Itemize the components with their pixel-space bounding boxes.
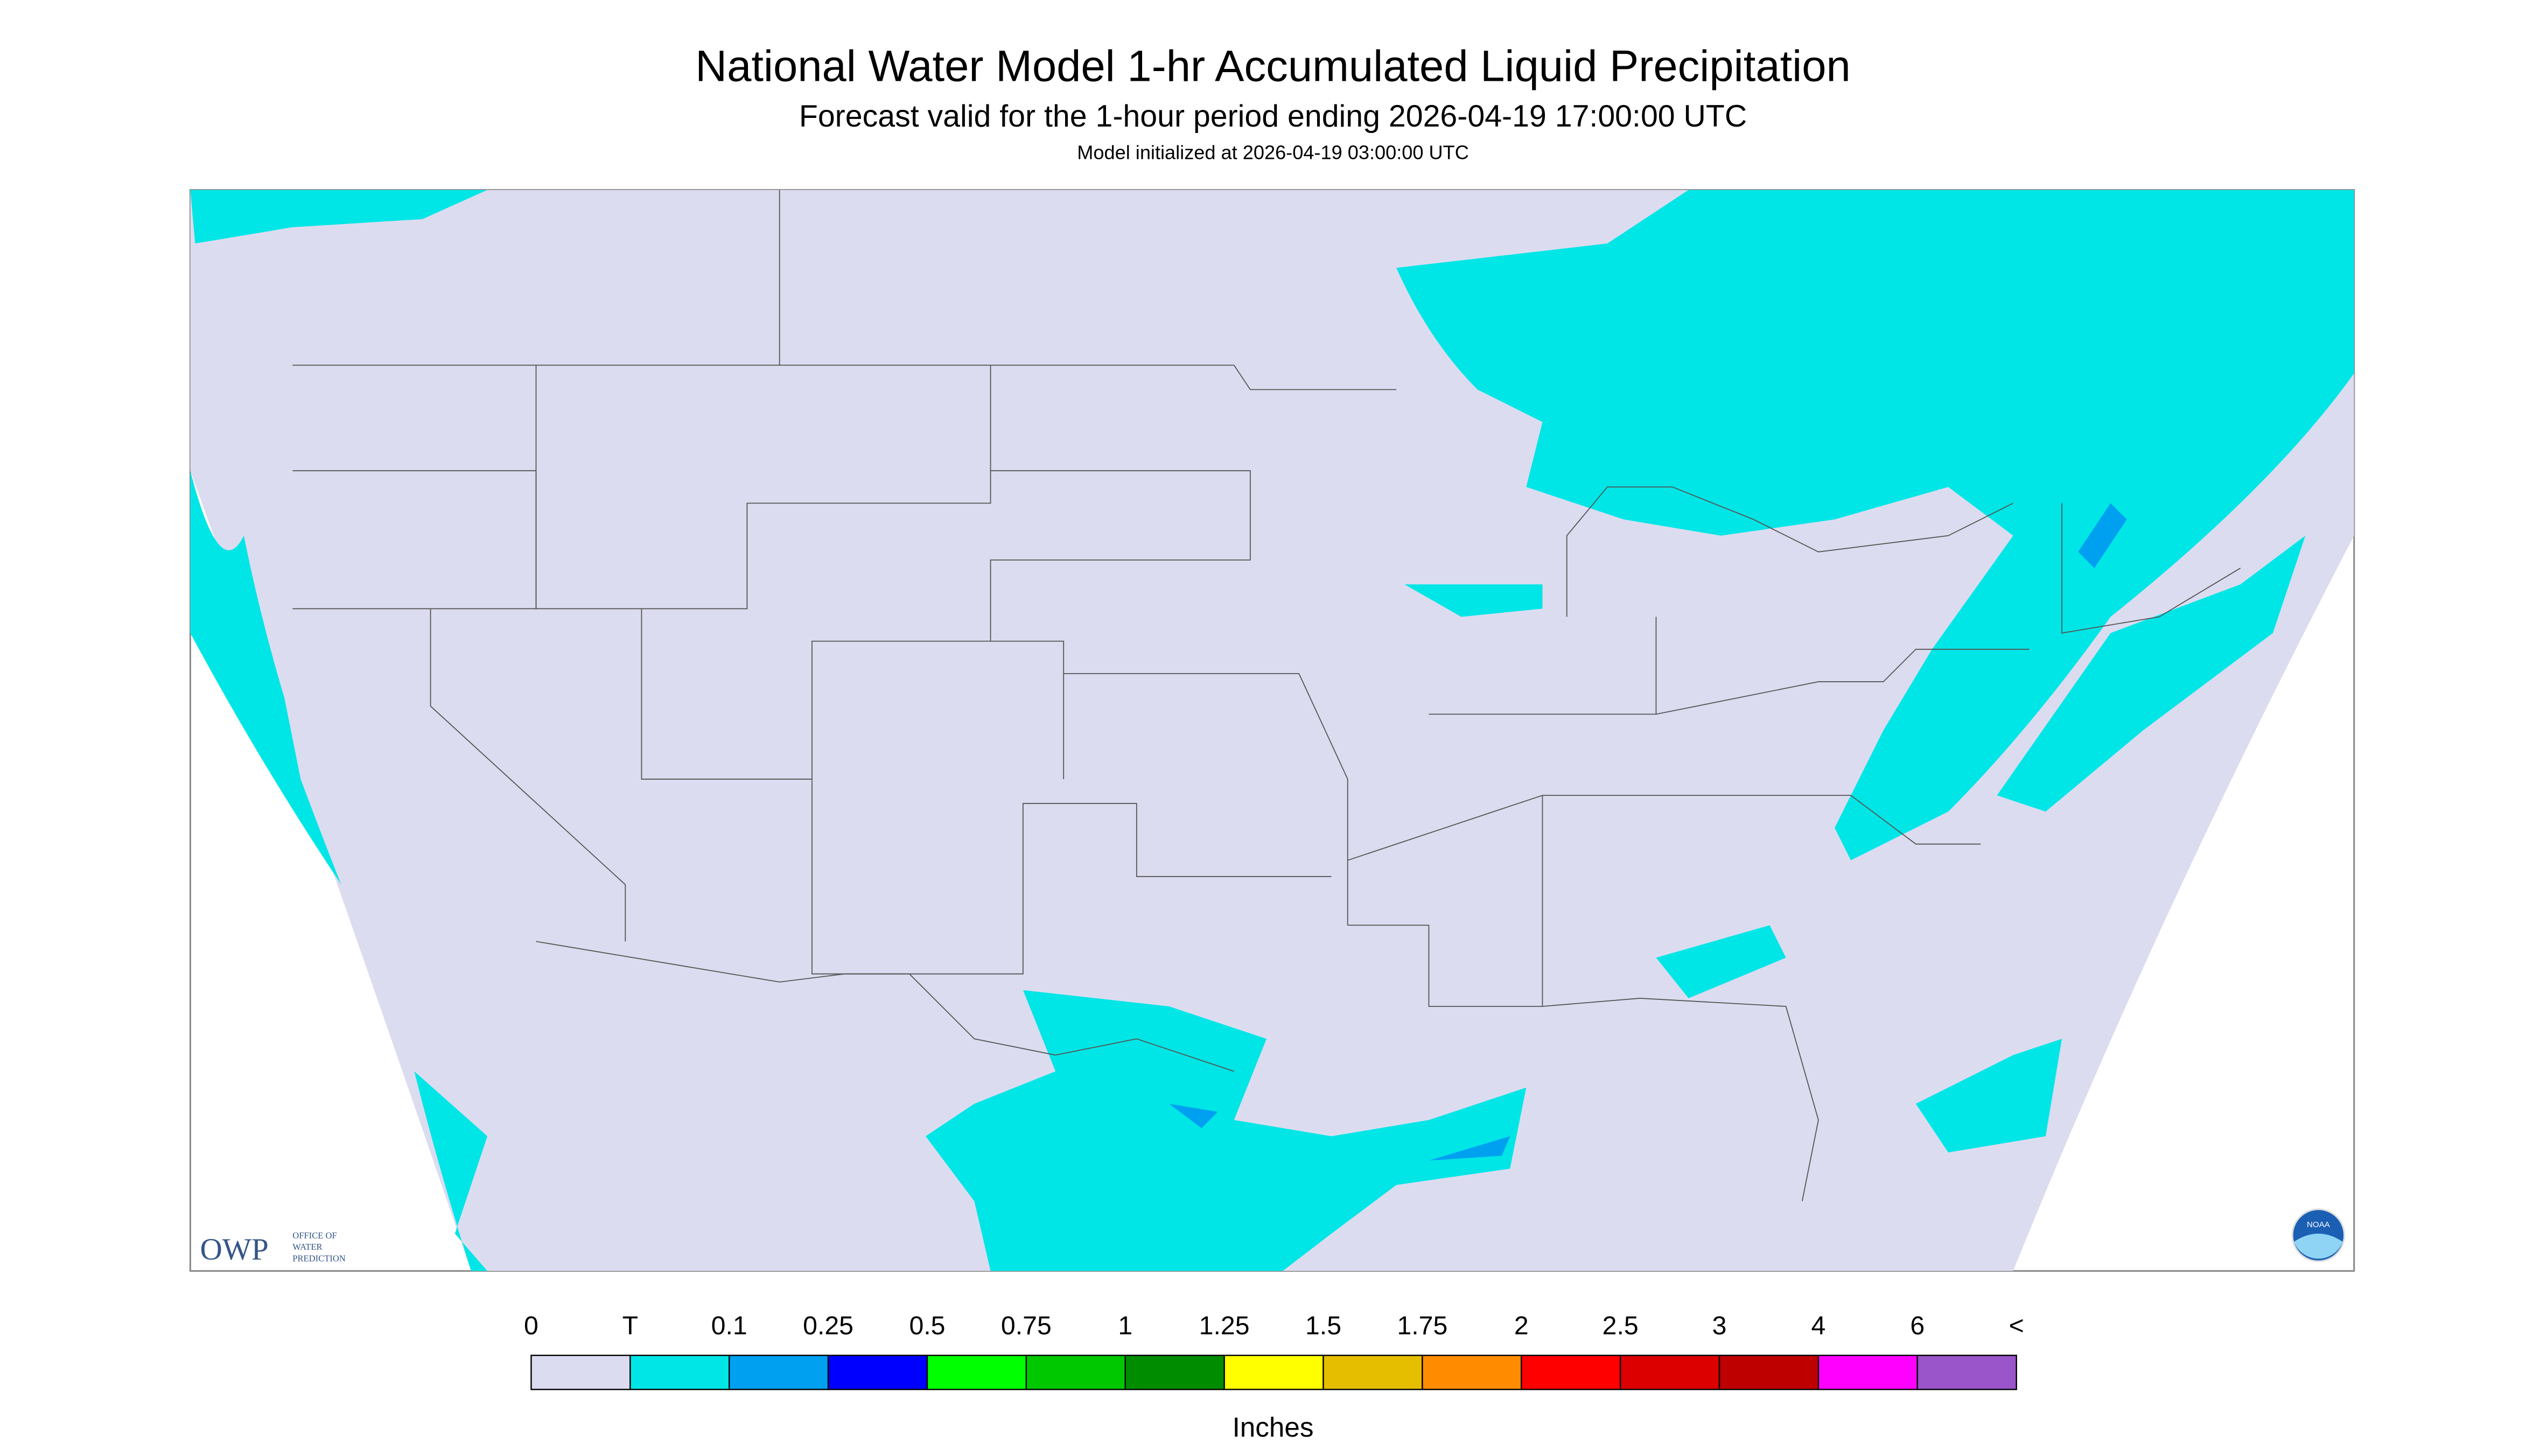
legend-label: 0.5 — [909, 1311, 945, 1340]
legend-label: 6 — [1910, 1311, 1925, 1340]
legend-swatch — [1025, 1354, 1126, 1390]
legend-label: 0 — [524, 1311, 538, 1340]
legend-swatch — [1223, 1354, 1324, 1390]
legend-swatch — [1422, 1354, 1522, 1390]
legend-label: 0.75 — [1001, 1311, 1052, 1340]
legend-swatch — [1916, 1354, 2017, 1390]
owp-line: OFFICE OF — [292, 1230, 337, 1241]
owp-line: PREDICTION — [292, 1253, 345, 1263]
map: OWP OFFICE OF WATER PREDICTION NOAA — [189, 189, 2355, 1272]
legend-label: T — [622, 1311, 638, 1340]
legend-label: 0.1 — [711, 1311, 747, 1340]
legend-label: 2 — [1514, 1311, 1529, 1340]
precip-heavier — [1169, 503, 2127, 1161]
legend-label: 1.5 — [1305, 1311, 1341, 1340]
legend-swatch — [728, 1354, 829, 1390]
init-note: Model initialized at 2026-04-19 03:00:00… — [1077, 141, 1469, 163]
legend-label: 0.25 — [803, 1311, 853, 1340]
owp-line: WATER — [292, 1242, 323, 1252]
subtitle: Forecast valid for the 1-hour period end… — [799, 99, 1747, 134]
precip-areas — [190, 190, 2354, 1271]
legend-swatch — [1521, 1354, 1621, 1390]
legend: 0 T 0.1 0.25 0.5 0.75 1 1.25 1.5 1.75 2 2.5 3 4 6 < — [524, 1311, 2024, 1390]
legend-swatch — [530, 1354, 631, 1390]
noaa-text: NOAA — [2307, 1220, 2331, 1229]
legend-units: Inches — [1233, 1412, 1314, 1443]
legend-swatch — [827, 1354, 928, 1390]
legend-swatch — [1124, 1354, 1225, 1390]
legend-label: 1 — [1118, 1311, 1132, 1340]
legend-swatch — [1619, 1354, 1720, 1390]
legend-swatch — [1718, 1354, 1820, 1390]
legend-label: 3 — [1712, 1311, 1727, 1340]
legend-swatch — [629, 1354, 730, 1390]
legend-label: 1.25 — [1199, 1311, 1250, 1340]
legend-label: < — [2009, 1311, 2024, 1340]
legend-swatch — [1817, 1354, 1919, 1390]
owp-logo: OWP — [200, 1233, 268, 1266]
legend-swatch — [926, 1354, 1027, 1390]
legend-label: 2.5 — [1603, 1311, 1639, 1340]
legend-swatch — [1323, 1354, 1423, 1390]
title: National Water Model 1-hr Accumulated Li… — [695, 42, 1850, 91]
legend-label: 1.75 — [1397, 1311, 1447, 1340]
legend-label: 4 — [1811, 1311, 1826, 1340]
noaa-logo-wave — [2294, 1234, 2343, 1259]
boundaries — [292, 190, 2241, 1201]
